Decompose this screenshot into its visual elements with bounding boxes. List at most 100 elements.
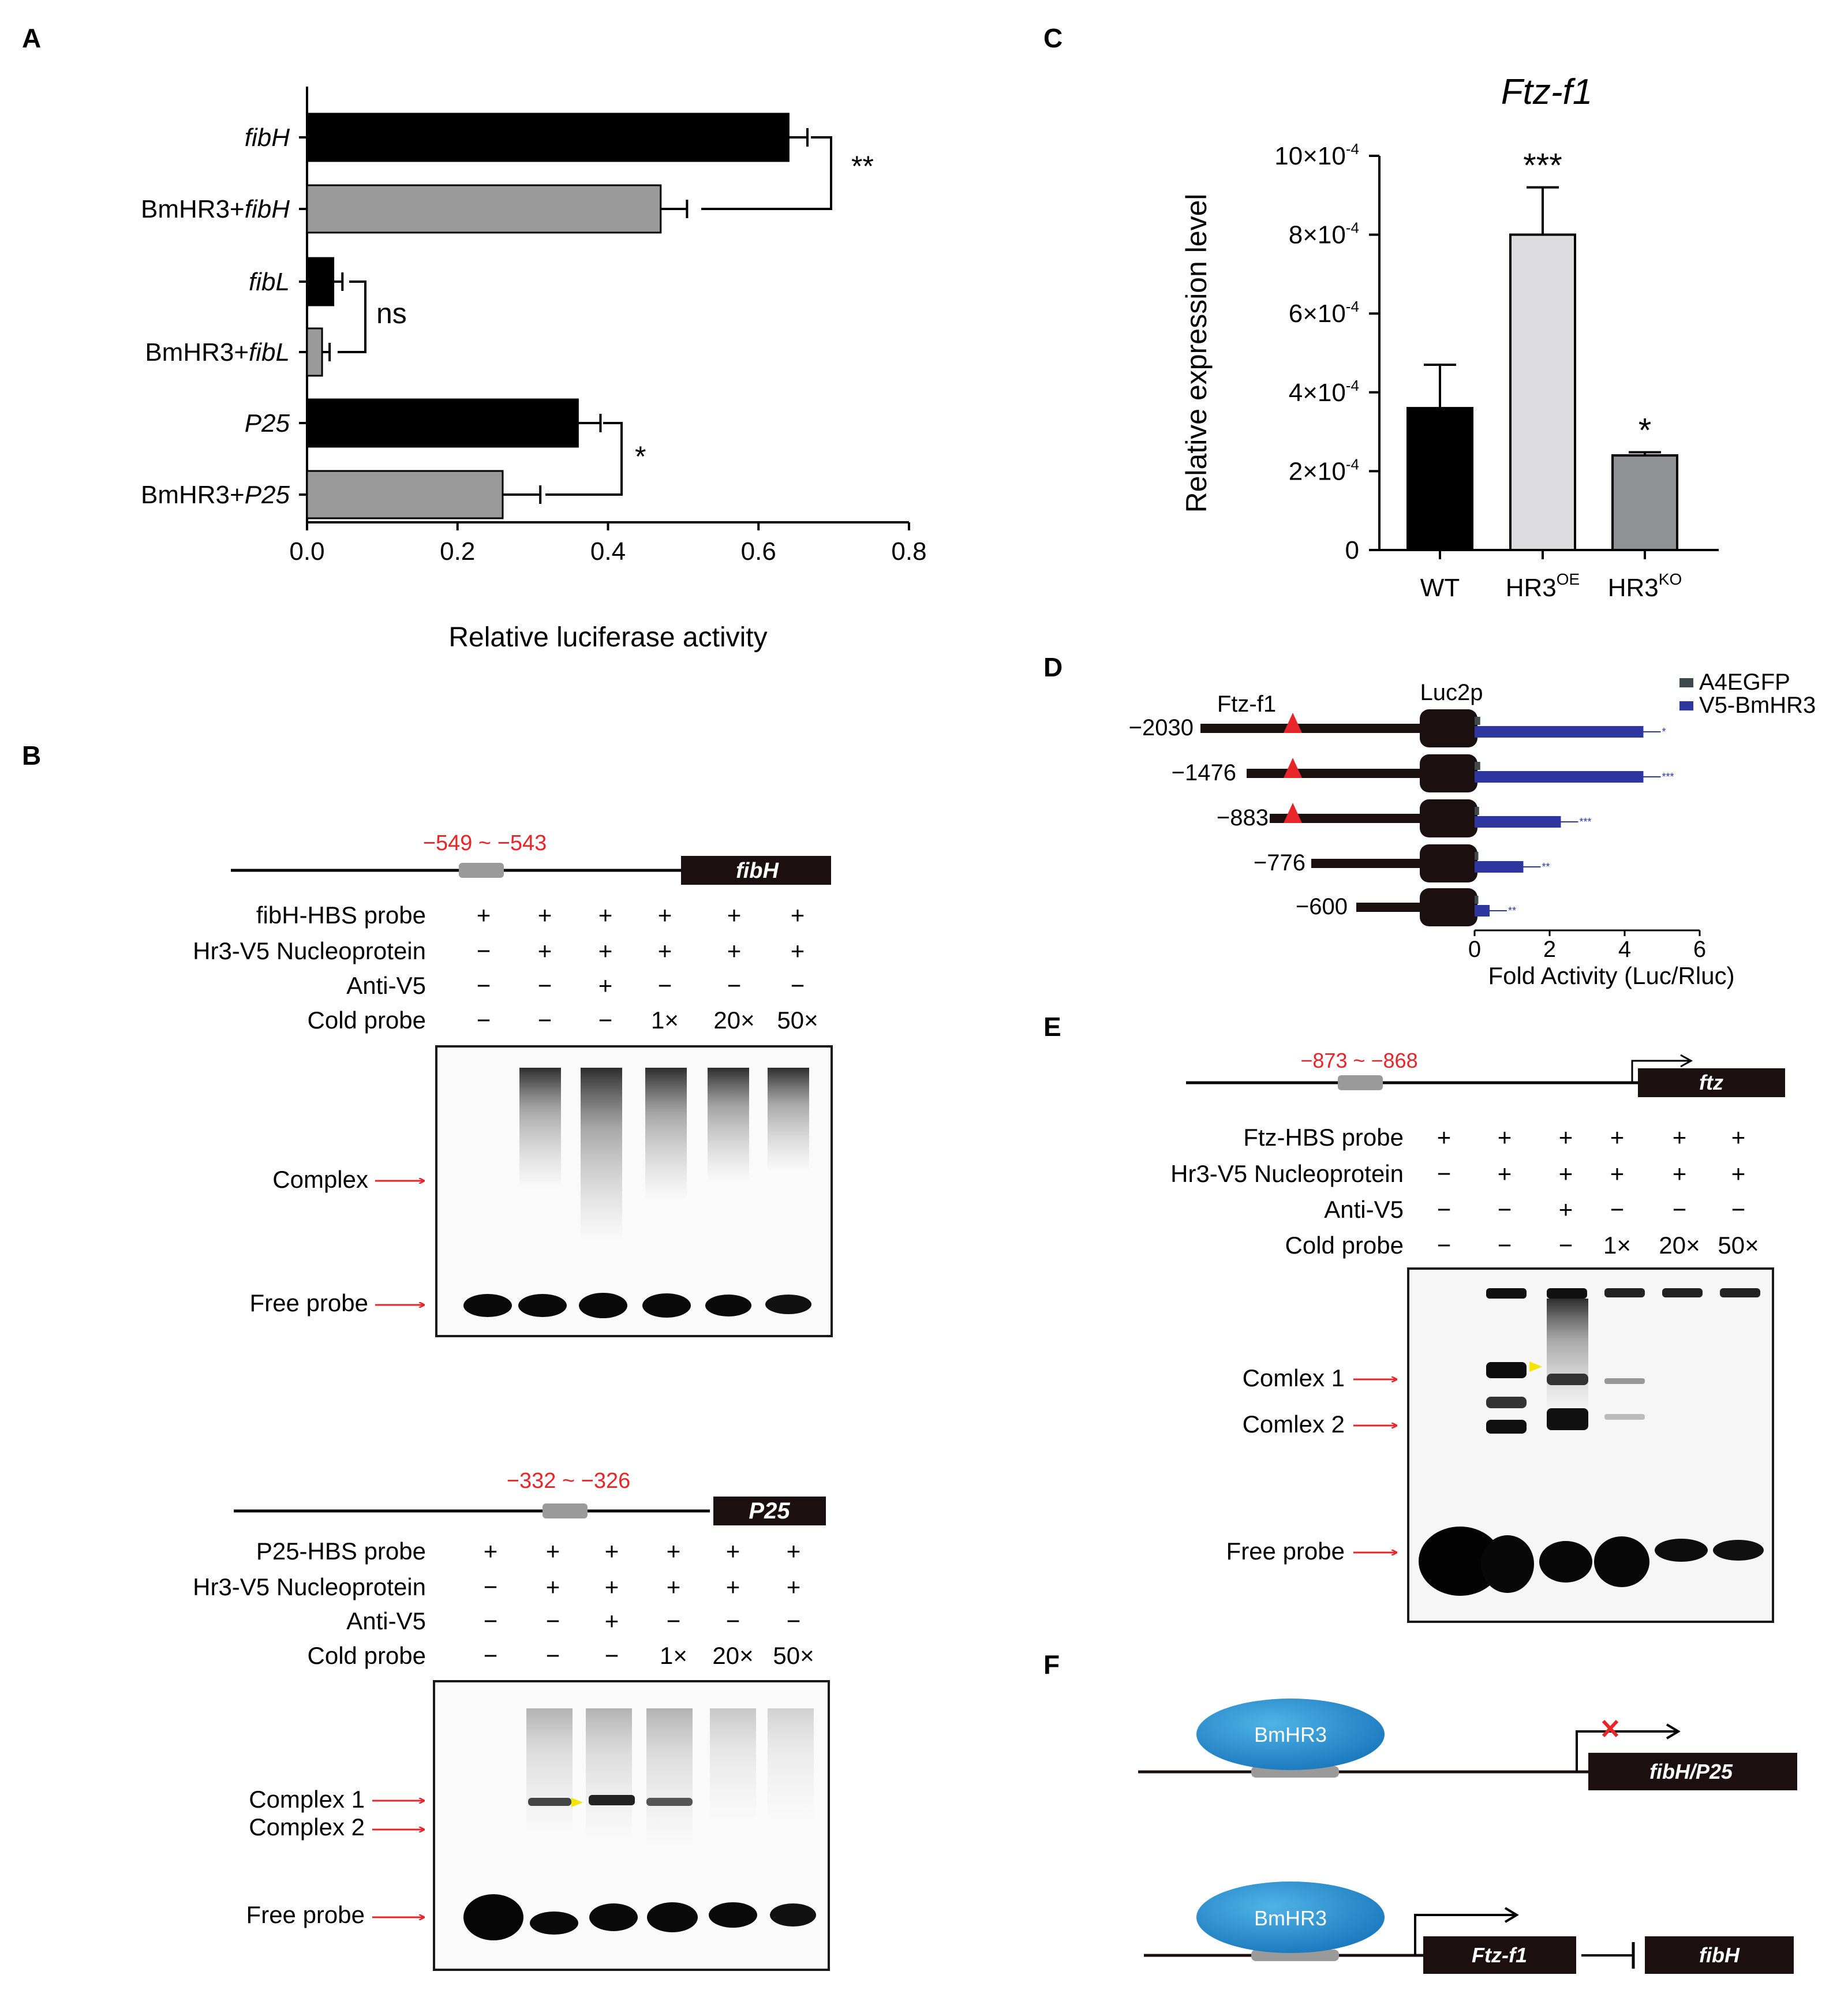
- significance-label: *: [1662, 726, 1666, 738]
- condition-label: Hr3-V5 Nucleoprotein: [1170, 1160, 1404, 1187]
- condition-mark: −: [546, 1607, 560, 1634]
- x-tick-label: 0.4: [590, 537, 626, 566]
- emsa-fibh-panel: −549 ~ −543 fibH fibH-HBS probe + + + + + + Hr3…: [193, 831, 833, 1337]
- condition-mark: −: [538, 972, 552, 999]
- emsa-p25-conditions: P25-HBS probe + + + + + + Hr3-V5 Nucleoprotein −…: [193, 1538, 814, 1669]
- significance-bracket: [338, 280, 366, 353]
- bar: [306, 113, 790, 162]
- condition-mark: +: [791, 902, 805, 929]
- gene-label: fibH/P25: [1649, 1760, 1733, 1783]
- y-tick-mantissa: 4×10: [1289, 379, 1346, 407]
- condition-mark: +: [727, 902, 742, 929]
- condition-mark: +: [1498, 1160, 1512, 1187]
- category-label: fibL: [249, 268, 290, 296]
- lane-smear: [526, 1708, 573, 1835]
- condition-mark: +: [667, 1573, 681, 1600]
- condition-mark: −: [667, 1607, 681, 1634]
- condition-mark: +: [658, 902, 672, 929]
- hbs-region-label: −332 ~ −326: [507, 1469, 631, 1493]
- blocked-icon: [1602, 1719, 1619, 1738]
- significance-label: **: [1542, 861, 1550, 873]
- x-tick-label: 0.6: [741, 537, 776, 566]
- band-label-complex: Complex: [272, 1166, 368, 1193]
- y-tick-mantissa: 0: [1345, 536, 1359, 564]
- condition-label: P25-HBS probe: [256, 1538, 426, 1565]
- condition-mark: 1×: [660, 1642, 687, 1669]
- category-superscript: KO: [1659, 570, 1682, 588]
- y-tick-exponent: -4: [1346, 140, 1359, 158]
- free-probe-band: [705, 1295, 751, 1316]
- lane-smear: [768, 1068, 809, 1172]
- condition-mark: −: [484, 1642, 498, 1669]
- bar-a4egfp: [1475, 717, 1480, 725]
- y-tick-exponent: -4: [1346, 219, 1359, 237]
- tss-arrowhead: [1666, 1723, 1681, 1740]
- condition-mark: +: [1731, 1160, 1746, 1187]
- lane-smear: [708, 1068, 749, 1183]
- promoter-fragment: [1247, 769, 1420, 778]
- band-label-free-probe: Free probe: [1226, 1538, 1345, 1565]
- condition-label: Cold probe: [308, 1007, 426, 1034]
- lane-smear: [1547, 1299, 1588, 1414]
- condition-mark: +: [598, 937, 613, 964]
- well-band: [1547, 1288, 1587, 1299]
- free-probe-band: [1655, 1539, 1708, 1562]
- x-tick-label: 0.0: [289, 537, 324, 566]
- condition-mark: +: [727, 937, 742, 964]
- condition-mark: +: [484, 1538, 498, 1565]
- x-axis-title: Fold Activity (Luc/Rluc): [1488, 962, 1734, 989]
- hbs-site: [1251, 1950, 1339, 1961]
- lane-smear: [768, 1708, 814, 1824]
- well-band: [1604, 1288, 1645, 1297]
- category-gene: fibL: [249, 338, 290, 366]
- luc-box: [1420, 888, 1477, 926]
- protein-label: BmHR3: [1254, 1906, 1327, 1930]
- condition-mark: +: [605, 1573, 619, 1600]
- condition-mark: +: [598, 972, 613, 999]
- luc-box: [1420, 709, 1477, 747]
- condition-mark: 50×: [777, 1007, 818, 1034]
- condition-mark: +: [658, 937, 672, 964]
- bar-v5-bmhr3: [1475, 816, 1561, 828]
- binding-site-marker: [1284, 713, 1302, 733]
- x-tick-label: 0.2: [440, 537, 475, 566]
- free-probe-band: [770, 1903, 816, 1927]
- panel-letter-b: B: [22, 740, 41, 770]
- bar: [306, 184, 662, 234]
- condition-label: fibH-HBS probe: [256, 902, 426, 929]
- condition-mark: +: [1610, 1160, 1625, 1187]
- hbs-site: [459, 863, 504, 878]
- x-tick-label: 0: [1468, 937, 1481, 962]
- y-tick-label: 8×10-4: [1289, 219, 1359, 249]
- band-label-free-probe: Free probe: [250, 1289, 368, 1316]
- category-gene: P25: [245, 481, 290, 509]
- condition-mark: +: [605, 1607, 619, 1634]
- condition-mark: −: [484, 1573, 498, 1600]
- y-axis-title: Relative expression level: [1180, 193, 1213, 513]
- free-probe-band: [709, 1902, 757, 1928]
- free-probe-band: [589, 1903, 638, 1931]
- binding-site-marker: [1284, 803, 1302, 823]
- significance-label: ***: [1580, 816, 1592, 828]
- emsa-fibh-conditions: fibH-HBS probe + + + + + + Hr3-V5 Nucleoprotein…: [193, 902, 818, 1034]
- chart-d-promoter-activity: Ftz-f1 Luc2p −2030 * −1476 *** −883 *** −776 ** −6…: [1129, 669, 1816, 989]
- luc-box: [1420, 799, 1477, 837]
- binding-site-marker: [1284, 758, 1302, 778]
- condition-mark: −: [658, 972, 672, 999]
- emsa-p25-panel: −332 ~ −326 P25 P25-HBS probe + + + + + + Hr3-V…: [193, 1469, 830, 1971]
- bar: [1611, 454, 1678, 552]
- category-superscript: OE: [1557, 570, 1580, 588]
- category-prefix: BmHR3+: [141, 481, 245, 509]
- y-tick-exponent: -4: [1346, 455, 1359, 473]
- promoter-fragment: [1311, 859, 1420, 868]
- condition-mark: 20×: [712, 1642, 753, 1669]
- condition-mark: +: [787, 1538, 801, 1565]
- free-probe-band: [463, 1294, 512, 1317]
- gene-box: [1423, 1936, 1576, 1974]
- condition-mark: +: [1731, 1124, 1746, 1151]
- free-probe-band: [1539, 1541, 1592, 1583]
- condition-mark: +: [1498, 1124, 1512, 1151]
- gel-lanes: [1419, 1288, 1764, 1596]
- category-prefix: BmHR3+: [145, 338, 249, 366]
- promoter-fragment: [1356, 903, 1420, 912]
